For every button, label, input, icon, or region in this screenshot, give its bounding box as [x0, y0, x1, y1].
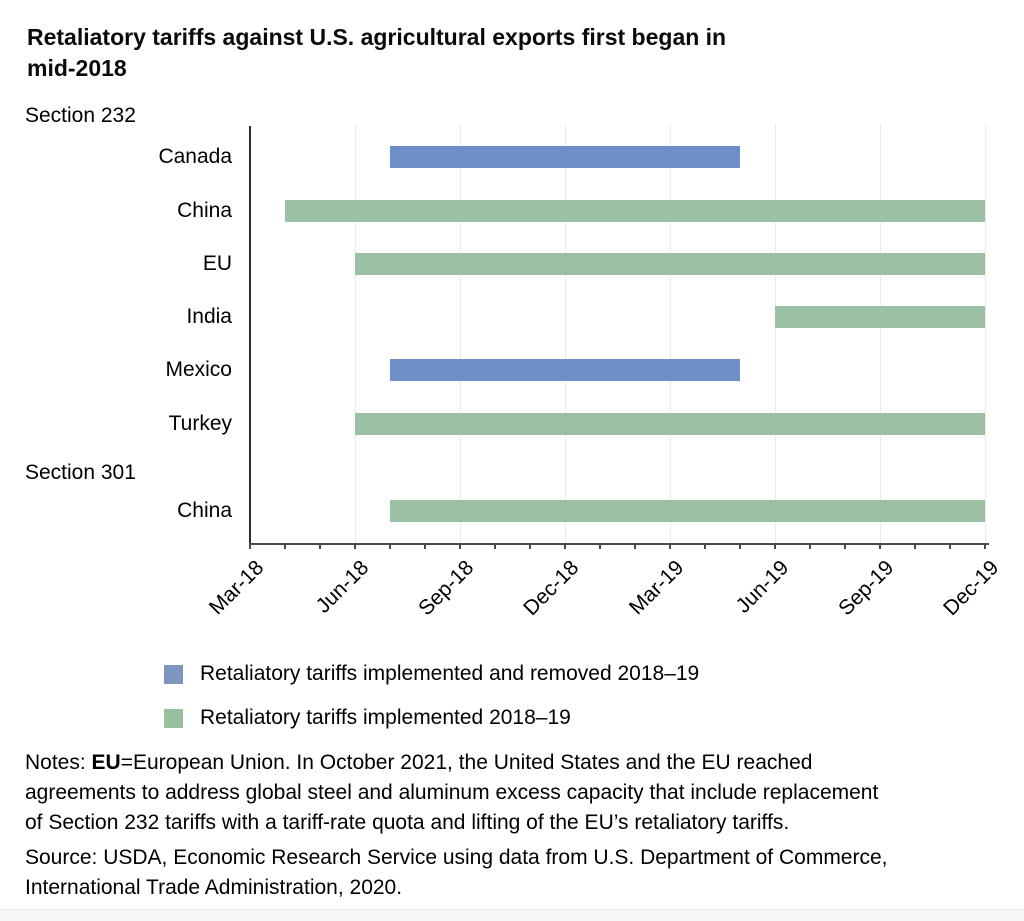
gridline-sep-18	[460, 124, 461, 543]
axis-tick-month-12	[669, 543, 671, 549]
x-tick-label-mar-19: Mar-19	[624, 556, 689, 620]
bar-china-section-301	[390, 500, 985, 522]
axis-tick-month-16	[809, 543, 811, 549]
bar-eu-section-232	[355, 253, 985, 275]
source-line1: Source: USDA, Economic Research Service …	[25, 846, 888, 869]
notes-bold-term: EU	[91, 751, 121, 774]
axis-tick-month-8	[529, 543, 531, 549]
axis-tick-month-15	[774, 543, 776, 549]
notes-line1: Notes: EU=European Union. In October 202…	[25, 748, 1015, 778]
notes-text: Notes: EU=European Union. In October 202…	[25, 748, 1015, 838]
axis-tick-month-6	[459, 543, 461, 549]
bar-canada-section-232	[390, 146, 740, 168]
notes-prefix: Notes:	[25, 751, 92, 774]
bar-mexico-section-232	[390, 359, 740, 381]
category-label-canada-section-232: Canada	[158, 145, 232, 168]
axis-tick-month-11	[634, 543, 636, 549]
notes-line2: agreements to address global steel and a…	[25, 781, 879, 804]
axis-tick-month-9	[564, 543, 566, 549]
bar-china-section-232	[285, 200, 985, 222]
y-axis-line	[249, 126, 251, 543]
gridline-dec-18	[565, 124, 566, 543]
x-tick-label-sep-19: Sep-19	[834, 556, 899, 621]
gantt-chart-canvas: Mar-18 Jun-18 Sep-18 Dec-18 Mar-19 Jun-19 Sep-…	[25, 104, 1004, 621]
category-label-mexico-section-232: Mexico	[165, 358, 232, 381]
axis-tick-month-13	[704, 543, 706, 549]
section-label-section-232: Section 232	[25, 104, 136, 127]
source-text: Source: USDA, Economic Research Service …	[25, 843, 1015, 903]
axis-tick-month-18	[879, 543, 881, 549]
notes-line1-rest: =European Union. In October 2021, the Un…	[120, 751, 813, 774]
chart-title-line2: mid-2018	[27, 55, 127, 81]
x-tick-label-sep-18: Sep-18	[414, 556, 479, 621]
gridline-dec-19	[985, 124, 986, 543]
footer-strip	[0, 909, 1024, 921]
axis-tick-month-7	[494, 543, 496, 549]
category-label-turkey-section-232: Turkey	[168, 412, 232, 435]
gridline-jun-18	[355, 124, 356, 543]
gridline-mar-19	[670, 124, 671, 543]
axis-tick-month-5	[424, 543, 426, 549]
category-label-china-section-301: China	[177, 499, 232, 522]
axis-tick-month-20	[949, 543, 951, 549]
gridline-sep-19	[880, 124, 881, 543]
legend: Retaliatory tariffs implemented and remo…	[164, 659, 699, 747]
bar-turkey-section-232	[355, 413, 985, 435]
x-tick-label-mar-18: Mar-18	[204, 556, 269, 620]
axis-tick-month-21	[984, 543, 986, 549]
legend-item-implemented-removed: Retaliatory tariffs implemented and remo…	[164, 659, 699, 689]
chart-title: Retaliatory tariffs against U.S. agricul…	[27, 22, 977, 84]
legend-swatch-green	[164, 708, 183, 728]
category-label-china-section-232: China	[177, 199, 232, 222]
gridline-jun-19	[775, 124, 776, 543]
source-line2: International Trade Administration, 2020…	[25, 876, 403, 899]
axis-tick-month-1	[284, 543, 286, 549]
legend-swatch-blue	[164, 664, 183, 684]
x-axis-line	[249, 543, 989, 545]
legend-label-implemented-removed: Retaliatory tariffs implemented and remo…	[200, 662, 700, 685]
axis-tick-month-14	[739, 543, 741, 549]
section-label-section-301: Section 301	[25, 461, 136, 484]
bar-india-section-232	[775, 306, 985, 328]
x-tick-label-jun-18: Jun-18	[311, 556, 374, 618]
category-label-india-section-232: India	[186, 305, 232, 328]
axis-tick-month-19	[914, 543, 916, 549]
axis-tick-month-17	[844, 543, 846, 549]
axis-tick-month-10	[599, 543, 601, 549]
axis-tick-month-3	[354, 543, 356, 549]
axis-tick-month-4	[389, 543, 391, 549]
axis-tick-month-0	[249, 543, 251, 549]
axis-tick-month-2	[319, 543, 321, 549]
x-tick-label-jun-19: Jun-19	[731, 556, 794, 618]
notes-line3: of Section 232 tariffs with a tariff-rat…	[25, 811, 790, 834]
legend-item-implemented: Retaliatory tariffs implemented 2018–19	[164, 703, 699, 733]
chart-title-line1: Retaliatory tariffs against U.S. agricul…	[27, 24, 727, 50]
x-tick-label-dec-19: Dec-19	[939, 556, 1004, 621]
category-label-eu-section-232: EU	[202, 252, 232, 275]
x-tick-label-dec-18: Dec-18	[519, 556, 584, 621]
legend-label-implemented: Retaliatory tariffs implemented 2018–19	[200, 706, 571, 729]
